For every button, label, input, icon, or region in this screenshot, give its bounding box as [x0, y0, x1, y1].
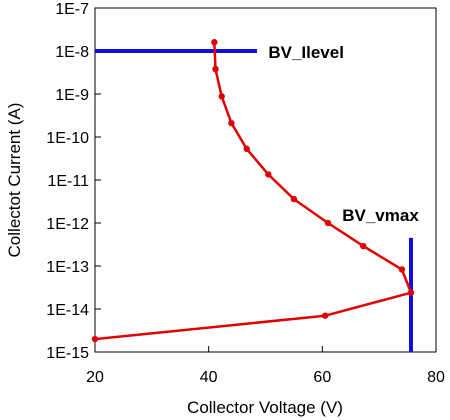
y-axis-label: Collectot Current (A) [5, 103, 24, 258]
y-tick-label: 1E-9 [55, 87, 89, 104]
y-axis-ticks: 1E-15 1E-14 1E-13 1E-12 1E-11 1E-10 1E-9 1E-8 1E… [46, 1, 101, 362]
data-point [265, 171, 272, 178]
y-tick-label: 1E-15 [46, 345, 89, 362]
x-tick-label: 80 [427, 369, 445, 386]
data-point [218, 93, 225, 100]
y-tick-label: 1E-10 [46, 130, 89, 147]
data-point [324, 219, 332, 227]
y-tick-label: 1E-11 [47, 173, 89, 190]
x-axis-label: Collector Voltage (V) [187, 398, 343, 417]
data-point [290, 195, 298, 203]
data-point [211, 39, 218, 46]
data-point [212, 65, 219, 73]
annotations: BV_Ilevel BV_vmax [95, 43, 419, 352]
data-point [360, 242, 367, 250]
data-point [228, 119, 235, 127]
y-tick-label: 1E-8 [55, 44, 89, 61]
data-point [243, 145, 250, 153]
data-point [91, 335, 99, 343]
data-point [407, 289, 415, 296]
x-tick-label: 40 [200, 369, 218, 386]
data-point [321, 312, 329, 319]
bv-vmax-label: BV_vmax [342, 206, 419, 225]
data-point [398, 266, 406, 273]
x-tick-label: 60 [313, 369, 331, 386]
y-tick-label: 1E-14 [46, 302, 89, 319]
bv-llevel-label: BV_Ilevel [268, 43, 344, 62]
series-line [94, 42, 413, 341]
data-series [91, 39, 415, 343]
y-tick-label: 1E-13 [46, 259, 89, 276]
y-tick-label: 1E-12 [46, 216, 89, 233]
y-tick-label: 1E-7 [55, 1, 89, 18]
x-tick-label: 20 [86, 369, 104, 386]
x-axis-ticks: 20 40 60 80 [86, 346, 445, 386]
